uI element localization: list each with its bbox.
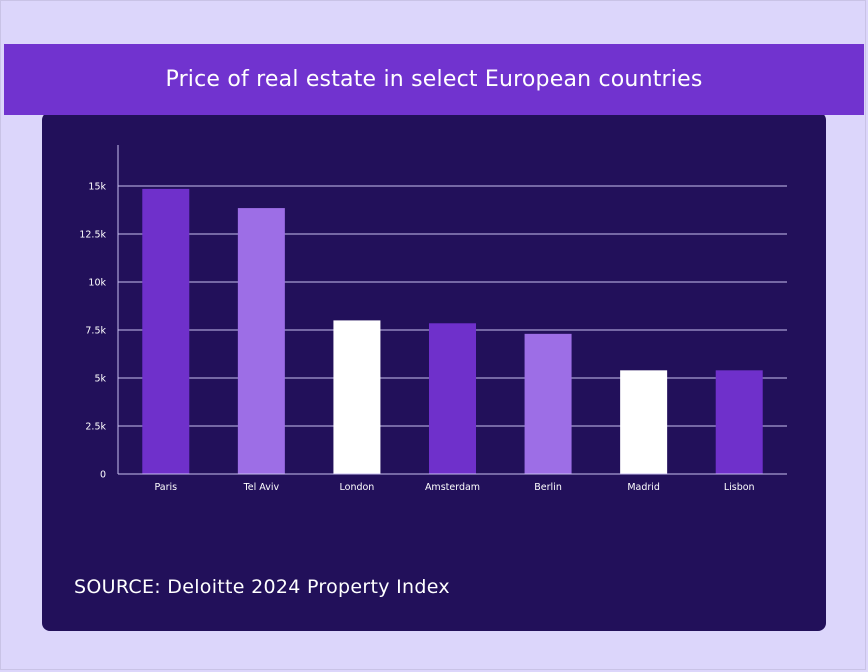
title-banner: Price of real estate in select European … xyxy=(4,44,864,115)
source-note: SOURCE: Deloitte 2024 Property Index xyxy=(74,576,450,598)
y-tick-label: 12.5k xyxy=(79,230,106,241)
x-tick-label: Paris xyxy=(154,482,177,493)
bar-tel-aviv xyxy=(237,208,285,474)
bar-paris xyxy=(142,188,190,474)
tick-labels: 0 2.5k 5k 7.5k 10k 12.5k 15k Paris Tel Aviv Londo… xyxy=(79,182,754,494)
bar-london xyxy=(333,320,381,474)
axes xyxy=(117,145,787,475)
x-tick-label: Berlin xyxy=(534,482,562,493)
y-tick-label: 5k xyxy=(94,374,106,385)
x-tick-label: Madrid xyxy=(627,482,660,493)
x-tick-label: Amsterdam xyxy=(425,482,480,493)
x-tick-label: Tel Aviv xyxy=(243,482,280,493)
x-tick-label: London xyxy=(340,482,375,493)
x-tick-label: Lisbon xyxy=(724,482,755,493)
bar-berlin xyxy=(524,333,572,474)
bars xyxy=(142,188,763,474)
bar-madrid xyxy=(620,370,668,474)
bar-amsterdam xyxy=(429,323,476,474)
y-tick-label: 2.5k xyxy=(85,422,106,433)
chart-title: Price of real estate in select European … xyxy=(165,67,703,92)
y-tick-label: 7.5k xyxy=(85,326,106,337)
y-tick-label: 0 xyxy=(100,470,106,481)
y-tick-label: 10k xyxy=(88,278,106,289)
y-tick-label: 15k xyxy=(88,182,106,193)
bar-lisbon xyxy=(715,370,763,474)
